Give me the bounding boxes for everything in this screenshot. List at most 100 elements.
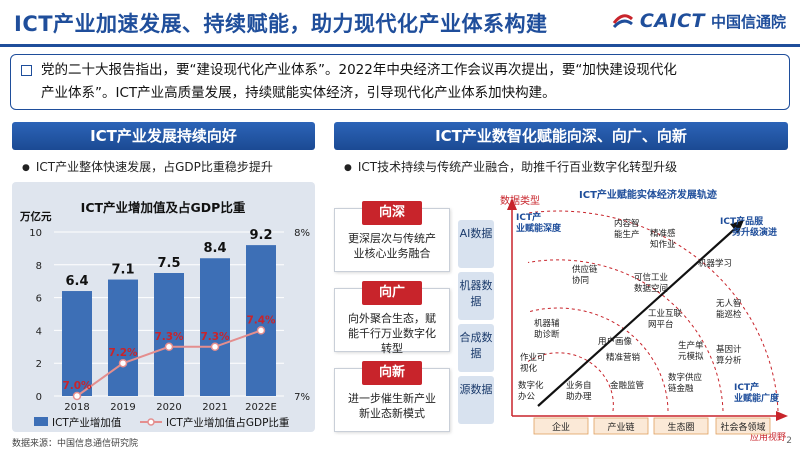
diagram-panel: 向深 更深层次与传统产业核心业务融合 向广 向外聚合生态，赋能千行万业数字化转型…	[334, 176, 788, 442]
diagram-item: 链金融	[668, 383, 694, 394]
depth-label: 业赋能深度	[516, 222, 562, 234]
x-category-label: 企业	[552, 421, 570, 433]
diagram-item: 视化	[520, 363, 538, 374]
line-point	[164, 342, 174, 352]
x-category-label: 社会各领域	[720, 421, 765, 433]
y-tick-label: 6	[36, 294, 42, 305]
x-tick-label: 2019	[110, 402, 135, 413]
y-axis-title: 数据类型	[500, 194, 540, 207]
diagram-item: 金融监管	[610, 380, 644, 391]
y2-tick-label: 7%	[294, 392, 310, 403]
diagram-item: 机器学习	[698, 258, 732, 269]
y-tick-label: 10	[29, 228, 42, 239]
bar	[62, 291, 92, 396]
intro-box: 党的二十大报告指出，要“建设现代化产业体系”。2022年中央经济工作会议再次提出…	[10, 54, 790, 110]
box-new-text: 进一步催生新产业新业态新模式	[348, 392, 436, 420]
logo-text-en: CAICT	[639, 10, 705, 32]
diagram-item: 基因计	[716, 344, 742, 355]
box-deep-text: 更深层次与传统产业核心业务融合	[348, 232, 436, 260]
diagram-item: 网平台	[648, 319, 674, 330]
x-category-box	[593, 417, 649, 435]
bar-value-label: 6.4	[65, 274, 88, 289]
x-category-box	[653, 417, 709, 435]
left-bullet: ICT产业整体快速发展，占GDP比重稳步提升	[22, 158, 273, 175]
service-label: ICT产品服	[720, 215, 764, 227]
logo-text-cn: 中国信通院	[710, 12, 786, 31]
diagram-item: 工业互联	[648, 308, 683, 319]
line-point	[256, 326, 266, 335]
service-label: 务升级演进	[732, 226, 777, 238]
data-tag-ai: AI数据	[458, 220, 494, 268]
data-tag-source: 源数据	[458, 376, 494, 424]
dashed-arc	[527, 259, 724, 412]
y2-tick-label: 8%	[294, 228, 310, 239]
intro-line-1: 党的二十大报告指出，要“建设现代化产业体系”。2022年中央经济工作会议再次提出…	[41, 62, 677, 78]
header-rule	[0, 44, 800, 47]
x-category-label: 产业链	[607, 421, 634, 433]
y-axis-arrow-icon	[507, 198, 517, 210]
diagram-item: 业务自	[566, 380, 592, 391]
breadth-label: 业赋能广度	[734, 392, 780, 404]
left-section-title: ICT产业发展持续向好	[12, 122, 315, 150]
legend-line-label: ICT产业增加值占GDP比重	[166, 416, 289, 429]
bar	[108, 279, 138, 396]
diagram-item: 无人智	[716, 298, 742, 309]
legend-line-marker	[147, 418, 155, 426]
y-axis-unit: 万亿元	[19, 210, 52, 223]
diagram-item: 知作业	[650, 239, 676, 250]
diagram-item: 助诊断	[534, 329, 560, 340]
bar-value-label: 7.5	[157, 256, 180, 271]
bar	[246, 245, 276, 396]
line-value-label: 7.2%	[108, 347, 138, 359]
page-title: ICT产业加速发展、持续赋能，助力现代化产业体系构建	[14, 12, 548, 36]
box-wide: 向广 向外聚合生态，赋能千行万业数字化转型	[334, 281, 450, 355]
box-wide-tag: 向广	[362, 281, 422, 305]
diagram-item: 数据空间	[634, 283, 668, 294]
chart-title: ICT产业增加值及占GDP比重	[81, 200, 246, 215]
line-value-label: 7.4%	[246, 314, 276, 326]
line-value-label: 7.3%	[154, 331, 184, 343]
caict-logo-icon	[612, 14, 633, 29]
x-category-box	[715, 417, 771, 435]
diagram-item: 精准感	[650, 228, 676, 239]
diagram-item: 协同	[572, 275, 589, 286]
x-category-box	[533, 417, 589, 435]
diagram-item: 内容智	[614, 218, 640, 229]
bar-value-label: 7.1	[111, 263, 134, 278]
line-point	[210, 342, 220, 352]
box-new-tag: 向新	[362, 361, 422, 385]
x-axis-arrow-icon	[776, 411, 788, 421]
diagram-item: 办公	[518, 391, 536, 402]
bar-value-label: 9.2	[249, 228, 272, 243]
logo: CAICT 中国信通院	[612, 10, 786, 32]
y-tick-label: 4	[36, 326, 42, 337]
diagram-item: 生产单	[678, 340, 704, 351]
diagram-item: 精准营销	[606, 352, 641, 363]
trajectory-arrowhead-icon	[730, 220, 744, 234]
x-tick-label: 2020	[156, 402, 181, 413]
data-source: 数据来源：中国信息通信研究院	[12, 439, 139, 449]
y-tick-label: 0	[36, 392, 42, 403]
line-point	[72, 391, 82, 401]
square-bullet-icon	[21, 65, 32, 76]
data-tag-machine: 机器数据	[458, 272, 494, 320]
x-tick-label: 2021	[202, 402, 227, 413]
right-section-title: ICT产业数智化赋能向深、向广、向新	[334, 122, 788, 150]
box-deep-tag: 向深	[362, 201, 422, 225]
dashed-arc	[527, 210, 779, 412]
page-number: 2	[786, 436, 792, 446]
x-tick-label: 2018	[64, 402, 89, 413]
trajectory-arrow	[537, 225, 739, 407]
diagram-item: 作业可	[520, 352, 546, 363]
data-tag-synthetic: 合成数据	[458, 324, 494, 372]
legend-bar-swatch	[34, 417, 48, 426]
diagram-item: 能生产	[614, 229, 640, 240]
bar	[200, 258, 230, 396]
box-new: 向新 进一步催生新产业新业态新模式	[334, 361, 450, 432]
box-wide-text: 向外聚合生态，赋能千行万业数字化转型	[348, 312, 436, 355]
box-deep: 向深 更深层次与传统产业核心业务融合	[334, 201, 450, 272]
diagram-item: 数字化	[518, 380, 544, 391]
diagram-item: 机器辅	[534, 318, 560, 329]
